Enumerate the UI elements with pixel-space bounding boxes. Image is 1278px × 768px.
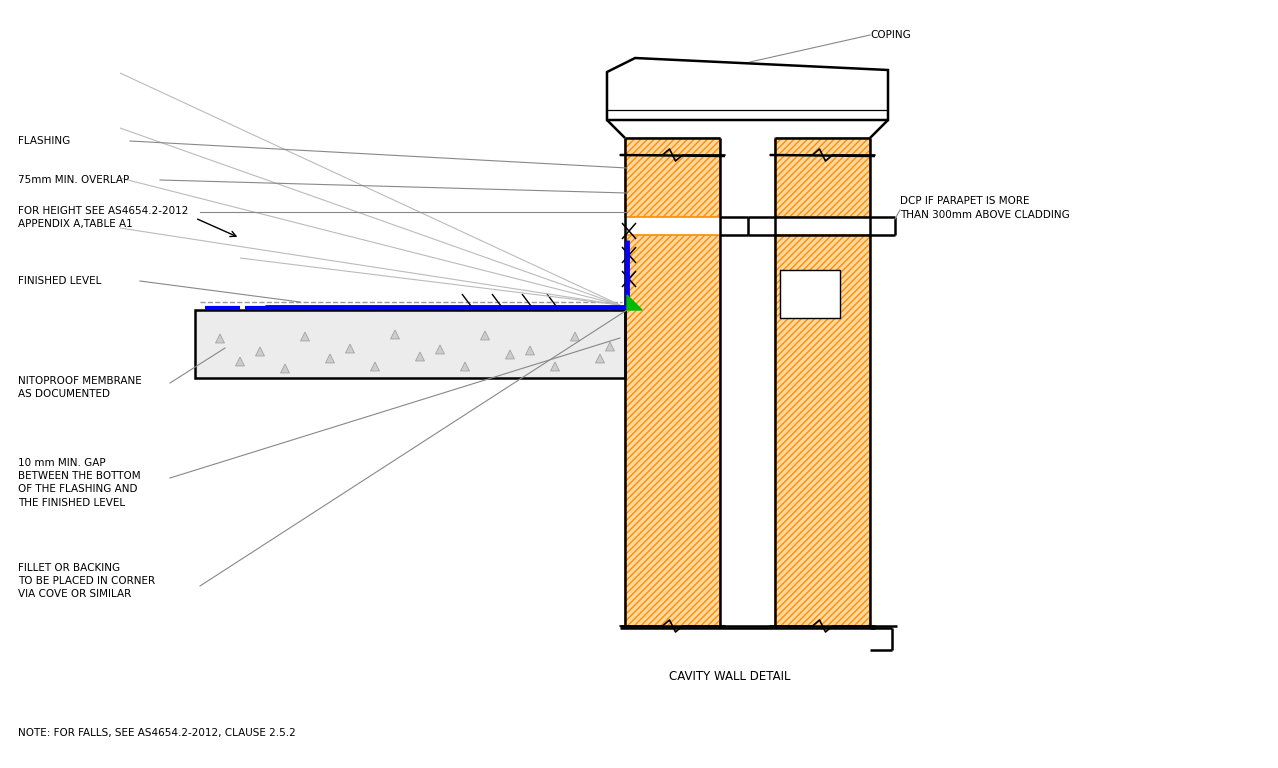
Polygon shape [235, 357, 244, 366]
Polygon shape [570, 332, 579, 341]
Polygon shape [371, 362, 380, 371]
Text: DCP IF PARAPET IS MORE
THAN 300mm ABOVE CLADDING: DCP IF PARAPET IS MORE THAN 300mm ABOVE … [900, 197, 1070, 220]
Bar [625, 138, 720, 217]
Text: FILLET OR BACKING
TO BE PLACED IN CORNER
VIA COVE OR SIMILAR: FILLET OR BACKING TO BE PLACED IN CORNER… [18, 563, 155, 599]
Bar [780, 270, 840, 318]
Polygon shape [345, 344, 354, 353]
Polygon shape [391, 330, 400, 339]
Bar [774, 138, 870, 217]
Bar [196, 310, 625, 378]
Text: FINISHED LEVEL: FINISHED LEVEL [18, 276, 101, 286]
Polygon shape [627, 295, 642, 310]
Text: NITOPROOF MEMBRANE
AS DOCUMENTED: NITOPROOF MEMBRANE AS DOCUMENTED [18, 376, 142, 399]
Text: FLASHING: FLASHING [18, 136, 70, 146]
Text: FOR HEIGHT SEE AS4654.2-2012
APPENDIX A,TABLE A1: FOR HEIGHT SEE AS4654.2-2012 APPENDIX A,… [18, 206, 188, 229]
Text: COPING: COPING [870, 30, 911, 40]
Polygon shape [596, 354, 604, 363]
Polygon shape [300, 332, 309, 341]
Text: 75mm MIN. OVERLAP: 75mm MIN. OVERLAP [18, 175, 129, 185]
Text: CAVITY WALL DETAIL: CAVITY WALL DETAIL [670, 670, 791, 683]
Polygon shape [326, 354, 335, 363]
Polygon shape [606, 342, 615, 351]
Polygon shape [415, 352, 424, 361]
Polygon shape [256, 347, 265, 356]
Polygon shape [525, 346, 534, 355]
Text: 10 mm MIN. GAP
BETWEEN THE BOTTOM
OF THE FLASHING AND
THE FINISHED LEVEL: 10 mm MIN. GAP BETWEEN THE BOTTOM OF THE… [18, 458, 141, 508]
Text: NOTE: FOR FALLS, SEE AS4654.2-2012, CLAUSE 2.5.2: NOTE: FOR FALLS, SEE AS4654.2-2012, CLAU… [18, 728, 295, 738]
Polygon shape [216, 334, 225, 343]
Polygon shape [436, 345, 445, 354]
Polygon shape [607, 58, 888, 120]
Polygon shape [551, 362, 560, 371]
Polygon shape [280, 364, 290, 373]
Bar [625, 235, 720, 628]
Polygon shape [506, 350, 515, 359]
Polygon shape [481, 331, 489, 340]
Bar [774, 235, 870, 628]
Polygon shape [460, 362, 469, 371]
